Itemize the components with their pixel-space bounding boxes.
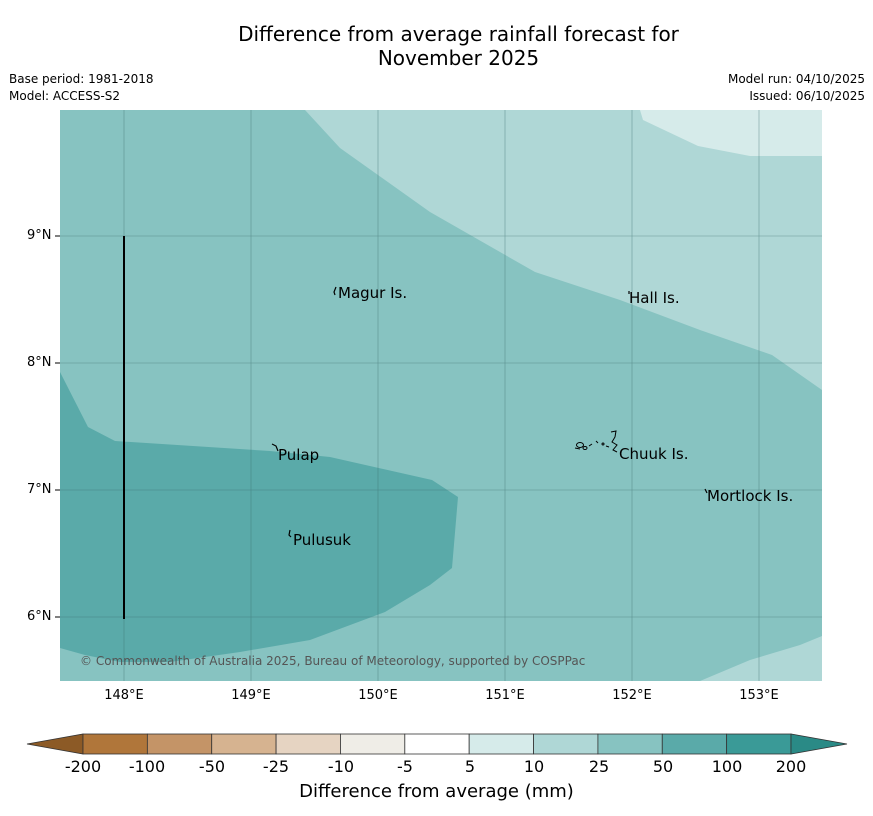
- band-50-100: [60, 372, 458, 662]
- colorbar-cell: [726, 733, 792, 755]
- legend-tick: -200: [64, 757, 102, 776]
- mortlock-island-shape: [704, 488, 708, 494]
- legend-tick: -25: [262, 757, 290, 776]
- legend-tick: 25: [588, 757, 610, 776]
- colorbar-cell: [82, 733, 148, 755]
- legend-tick: -10: [327, 757, 355, 776]
- colorbar-cells: [26, 733, 848, 755]
- pulap-island-shape: [271, 443, 279, 452]
- pulusuk-island-shape: [288, 529, 292, 538]
- lat-label-9n: 9°N: [27, 228, 52, 243]
- meta-right: Model run: 04/10/2025 Issued: 06/10/2025: [728, 71, 865, 105]
- issued-text: Issued: 06/10/2025: [749, 89, 865, 103]
- legend-tick: 200: [775, 757, 807, 776]
- mortlock-label: Mortlock Is.: [707, 487, 793, 505]
- lat-label-8n: 8°N: [27, 355, 52, 370]
- hall-label: Hall Is.: [629, 289, 680, 307]
- legend-tick: -100: [128, 757, 166, 776]
- colorbar-cell: [533, 733, 599, 755]
- lat-label-6n: 6°N: [27, 609, 52, 624]
- legend-tick: 50: [652, 757, 674, 776]
- legend-title: Difference from average (mm): [299, 781, 574, 802]
- magur-island-shape: [333, 286, 337, 296]
- legend-tick: 5: [464, 757, 476, 776]
- legend-tick: -5: [397, 757, 413, 776]
- title-line-2: November 2025: [377, 46, 540, 70]
- pulap-label: Pulap: [278, 446, 319, 464]
- chuuk-label: Chuuk Is.: [619, 445, 688, 463]
- lat-ticks: [55, 235, 60, 618]
- colorbar-cell: [661, 733, 728, 755]
- band-5-10: [640, 110, 822, 156]
- band-10-25-south: [700, 636, 822, 681]
- pulusuk-label: Pulusuk: [293, 531, 351, 549]
- band-10-25-north: [305, 110, 822, 390]
- magur-label: Magur Is.: [338, 284, 407, 302]
- colorbar-cell: [340, 733, 406, 755]
- lon-label-151e: 151°E: [485, 688, 525, 703]
- colorbar-cell: [275, 733, 341, 755]
- meta-left: Base period: 1981-2018 Model: ACCESS-S2: [9, 71, 154, 105]
- colorbar: [26, 733, 848, 755]
- colorbar-cell: [146, 733, 213, 755]
- colorbar-cell: [211, 733, 277, 755]
- rainfall-map: Magur Is. Hall Is. Pulap Chuuk Is. Mortl…: [55, 110, 822, 681]
- model-run-text: Model run: 04/10/2025: [727, 72, 865, 86]
- base-period-text: Base period: 1981-2018: [9, 72, 154, 86]
- colorbar-arrow-right: [790, 733, 848, 755]
- lon-label-150e: 150°E: [358, 688, 398, 703]
- title-line-1: Difference from average rainfall forecas…: [238, 22, 679, 46]
- lon-label-149e: 149°E: [231, 688, 271, 703]
- colorbar-cell: [468, 733, 534, 755]
- chuuk-islands-shape: [574, 430, 618, 453]
- legend-tick: 100: [711, 757, 743, 776]
- colorbar-arrow-left: [26, 733, 84, 755]
- lon-label-153e: 153°E: [739, 688, 779, 703]
- colorbar-cell: [597, 733, 663, 755]
- legend-tick: -50: [198, 757, 226, 776]
- gridlines: [60, 110, 822, 681]
- map-title: Difference from average rainfall forecas…: [0, 22, 873, 70]
- model-text: Model: ACCESS-S2: [9, 89, 121, 103]
- lon-label-148e: 148°E: [104, 688, 144, 703]
- lon-label-152e: 152°E: [612, 688, 652, 703]
- legend-tick: 10: [523, 757, 545, 776]
- colorbar-cell: [404, 733, 470, 755]
- lat-label-7n: 7°N: [27, 482, 52, 497]
- copyright-text: © Commonwealth of Australia 2025, Bureau…: [80, 654, 585, 668]
